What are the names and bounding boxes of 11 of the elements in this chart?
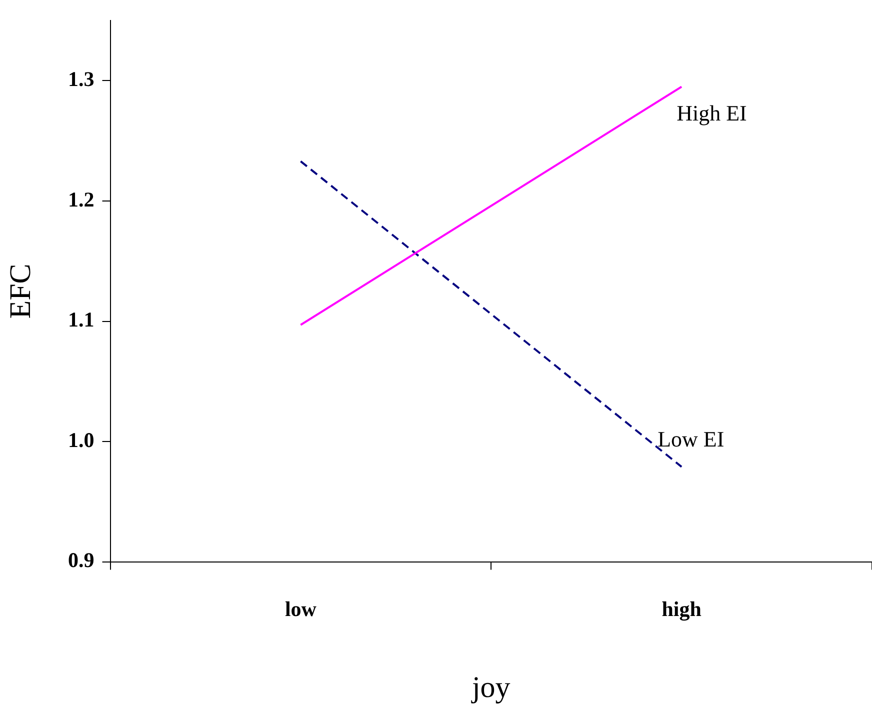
y-tick-label: 1.2 (68, 187, 94, 212)
series-label: High EI (676, 100, 747, 126)
x-tick-label: high (662, 596, 702, 621)
y-tick-label: 1.3 (68, 67, 94, 92)
y-axis-title: EFC (4, 264, 37, 319)
y-tick-label: 1.0 (68, 428, 94, 452)
y-tick-label: 0.9 (68, 548, 94, 572)
series-label: Low EI (658, 426, 724, 452)
y-tick-label: 1.1 (68, 308, 94, 332)
x-axis-title: joy (470, 670, 510, 704)
x-tick-label: low (284, 596, 318, 621)
